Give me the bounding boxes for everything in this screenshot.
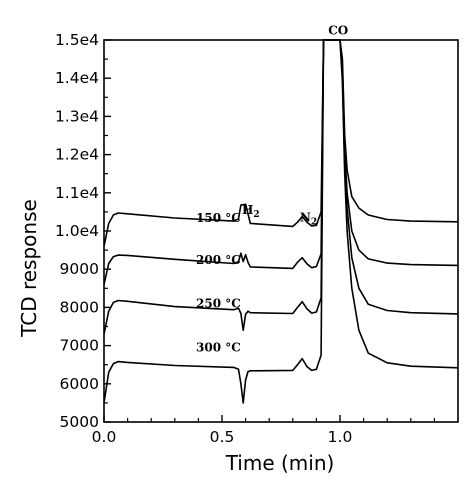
series-label: 250 °C (196, 296, 241, 310)
series-line (103, 39, 459, 247)
peak-label: H2 (242, 203, 260, 220)
y-tick-label: 6000 (60, 375, 99, 393)
series-label: 200 °C (196, 253, 241, 267)
y-tick-label: 1.5e4 (55, 31, 99, 49)
series-group (103, 39, 459, 404)
peak-label: CO (328, 23, 348, 37)
x-tick-label: 0.5 (210, 428, 235, 446)
series-line (103, 39, 459, 285)
peak-label: N2 (300, 210, 317, 227)
axes: 5000 6000 7000 8000 9000 1.0e4 1.1e4 1.2e4 1.3e4… (55, 31, 459, 446)
x-axis-title: Time (min) (225, 451, 335, 475)
series-label: 150 °C (196, 211, 241, 225)
series-label: 300 °C (196, 340, 241, 354)
y-tick-label: 7000 (60, 337, 99, 355)
x-tick-label: 1.0 (328, 428, 353, 446)
y-tick-label: 1.4e4 (55, 69, 99, 87)
x-tick-label: 0.0 (92, 428, 117, 446)
series-line (103, 39, 459, 404)
y-tick-label: 1.2e4 (55, 146, 99, 164)
y-tick-label: 1.3e4 (55, 107, 99, 125)
y-tick-label: 9000 (60, 260, 99, 278)
y-tick-label: 1.0e4 (55, 222, 99, 240)
y-axis-title: TCD response (17, 199, 41, 338)
series-line (103, 39, 459, 335)
y-tick-label: 8000 (60, 298, 99, 316)
y-tick-label: 5000 (60, 413, 99, 431)
labels-group: 150 °C 200 °C 250 °C 300 °C H2 N2 CO (196, 23, 348, 354)
y-tick-label: 1.1e4 (55, 184, 99, 202)
